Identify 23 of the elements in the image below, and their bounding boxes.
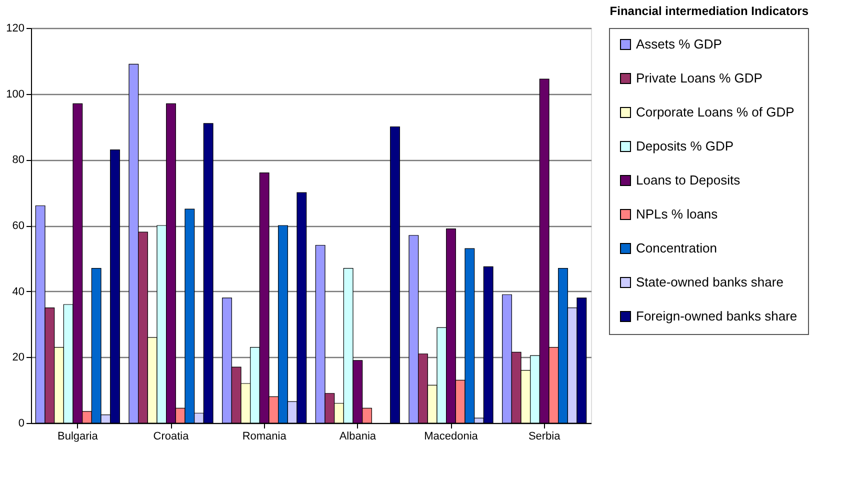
legend-label: Concentration xyxy=(636,240,717,256)
legend-label: Loans to Deposits xyxy=(636,172,741,188)
text: Financial intermediation Indicators xyxy=(610,4,809,18)
x-tick-label: Serbia xyxy=(528,430,562,442)
y-tick-label: 20 xyxy=(12,352,24,364)
x-tick-label: Romania xyxy=(242,430,288,442)
x-tick-label: Croatia xyxy=(153,430,190,442)
y-tick-label: 40 xyxy=(12,286,24,298)
legend-label: Foreign-owned banks share xyxy=(636,308,798,324)
legend-label: Deposits % GDP xyxy=(636,138,734,154)
y-tick-label: 100 xyxy=(6,88,24,100)
y-tick-label: 60 xyxy=(12,220,24,232)
legend-label: Private Loans % GDP xyxy=(636,70,762,86)
legend-label: Corporate Loans % of GDP xyxy=(636,104,794,120)
x-tick-label: Albania xyxy=(339,430,377,442)
y-tick-label: 120 xyxy=(6,22,24,34)
y-tick-label: 80 xyxy=(12,154,24,166)
legend-label: NPLs % loans xyxy=(636,206,718,222)
y-tick-label: 0 xyxy=(18,418,24,430)
x-tick-label: Macedonia xyxy=(424,430,479,442)
legend-label: State-owned banks share xyxy=(636,274,784,290)
x-tick-label: Bulgaria xyxy=(57,430,99,442)
legend-label: Assets % GDP xyxy=(636,36,722,52)
